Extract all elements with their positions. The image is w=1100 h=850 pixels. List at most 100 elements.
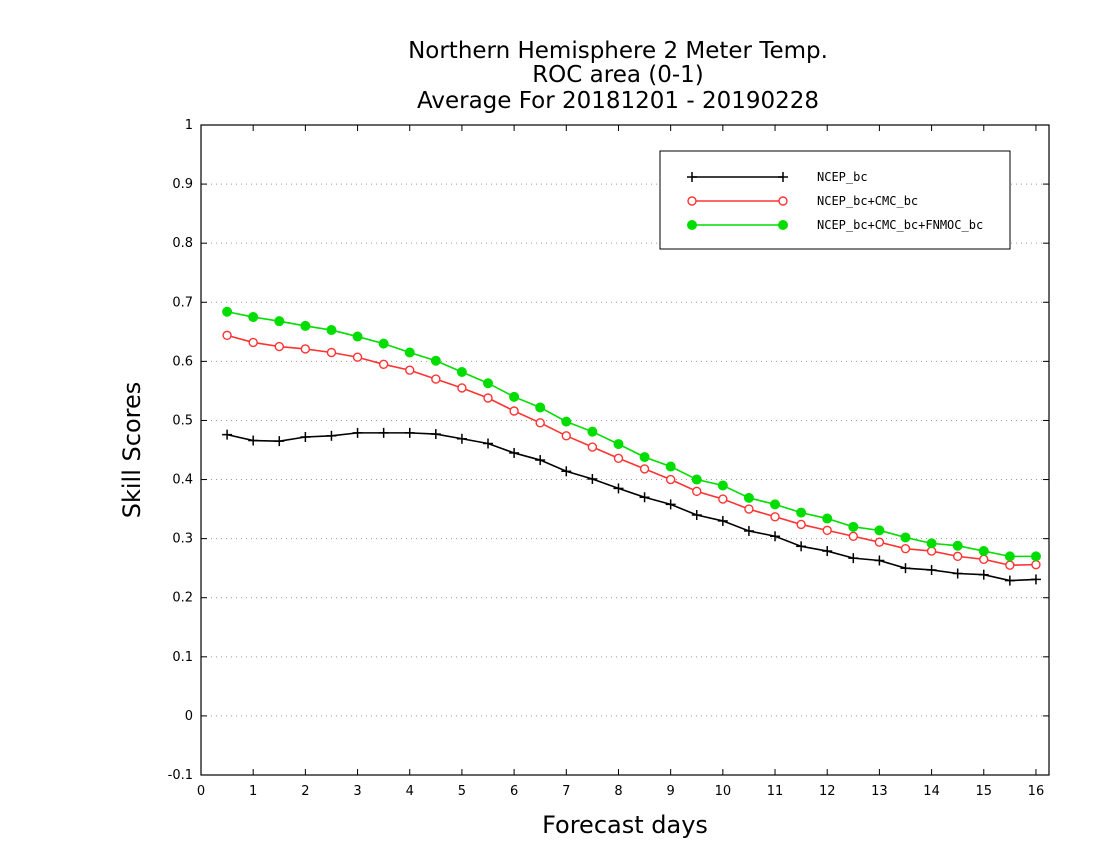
data-point [718, 494, 728, 504]
data-point [509, 447, 520, 458]
legend-marker [778, 196, 788, 206]
x-tick-label: 7 [562, 784, 570, 799]
data-point [743, 525, 754, 536]
chart-title-line: ROC area (0-1) [532, 62, 704, 88]
data-point [352, 331, 363, 342]
data-point [587, 473, 598, 484]
data-point [378, 359, 389, 370]
data-point [665, 499, 676, 510]
data-point [483, 393, 493, 403]
x-tick-label: 1 [249, 784, 257, 799]
data-point [456, 367, 467, 377]
y-tick-label: 0.4 [172, 473, 193, 488]
y-tick-label: 1 [185, 118, 193, 133]
legend-label: NCEP_bc+CMC_bc+FNMOC_bc [817, 218, 983, 232]
data-point [430, 355, 441, 366]
data-point [456, 433, 467, 444]
x-tick-label: 15 [975, 784, 992, 799]
legend-marker [687, 220, 697, 230]
gridlines [201, 183, 1049, 717]
data-point [483, 438, 494, 449]
series-2 [222, 330, 1041, 570]
data-point [222, 429, 233, 440]
x-tick-label: 16 [1028, 784, 1045, 799]
legend-box [659, 150, 1011, 250]
x-tick-label: 13 [871, 784, 888, 799]
data-point [691, 510, 702, 520]
legend-item: NCEP_bc+CMC_bc+FNMOC_bc [687, 218, 983, 232]
x-tick-label: 6 [510, 784, 518, 799]
data-point [587, 426, 598, 437]
legend-marker [778, 172, 788, 182]
legend: NCEP_bc NCEP_bc+CMC_bc NCEP_bc+CMC_bc+FNMO… [659, 150, 1011, 250]
legend-label: NCEP_bc+CMC_bc [817, 194, 918, 208]
data-point [613, 483, 624, 494]
data-point [248, 435, 259, 446]
series-lines [222, 306, 1041, 586]
data-point [848, 531, 859, 541]
data-point [404, 427, 415, 438]
data-point [561, 431, 571, 441]
data-point [248, 312, 259, 323]
data-point [1031, 559, 1041, 570]
data-point [822, 525, 832, 536]
legend-item: NCEP_bc+CMC_bc [687, 194, 918, 208]
data-point [561, 416, 572, 427]
y-tick-label: 0.6 [172, 354, 193, 369]
data-point [378, 427, 389, 438]
data-point [613, 453, 624, 463]
x-tick-label: 2 [301, 784, 309, 799]
data-point [926, 538, 937, 549]
data-point [222, 330, 232, 341]
data-point [1004, 575, 1015, 586]
y-tick-label: 0 [185, 709, 193, 724]
y-tick-label: 0.9 [172, 177, 193, 192]
data-point [952, 551, 963, 562]
series-line [226, 432, 1036, 582]
data-point [300, 320, 311, 331]
data-point [535, 455, 546, 466]
data-point [692, 486, 702, 497]
plot-frame [200, 124, 1050, 776]
series-3 [222, 306, 1041, 562]
data-point [613, 439, 624, 450]
data-point [952, 540, 963, 551]
data-point [509, 406, 519, 416]
legend-marker [778, 220, 788, 230]
x-tick-label: 12 [819, 784, 836, 799]
x-tick-label: 0 [197, 784, 205, 799]
data-point [326, 325, 337, 336]
x-tick-label: 10 [715, 784, 732, 799]
data-point [770, 499, 781, 510]
y-axis-ticks: -0.1 0 0.1 0.2 0.3 0.4 0.5 0.6 0.7 0.8 0.9 1 [168, 118, 1049, 783]
data-point [326, 347, 337, 358]
data-point [639, 464, 650, 474]
data-point [300, 344, 311, 354]
data-point [978, 569, 989, 580]
x-tick-label: 9 [667, 784, 675, 799]
y-tick-label: -0.1 [168, 768, 193, 783]
data-point [222, 306, 233, 317]
data-point [770, 512, 780, 522]
data-point [979, 554, 989, 565]
data-point [404, 347, 415, 358]
data-point [1030, 551, 1041, 562]
data-point [300, 432, 311, 442]
data-point [457, 383, 467, 393]
y-tick-label: 0.3 [172, 532, 193, 547]
data-point [430, 429, 441, 440]
x-tick-label: 3 [353, 784, 361, 799]
data-point [1004, 551, 1015, 562]
chart-title-line: Northern Hemisphere 2 Meter Temp. [408, 38, 828, 64]
data-point [639, 452, 650, 463]
data-point [665, 474, 676, 485]
data-point [796, 507, 807, 518]
data-point [952, 568, 963, 579]
y-tick-label: 0.1 [172, 650, 193, 665]
legend-marker [687, 172, 697, 182]
data-point [665, 461, 676, 472]
data-point [822, 513, 833, 524]
x-axis-ticks: 0 1 2 3 4 5 6 7 8 9 10 11 12 13 14 15 16 [197, 125, 1044, 799]
data-point [744, 504, 754, 514]
